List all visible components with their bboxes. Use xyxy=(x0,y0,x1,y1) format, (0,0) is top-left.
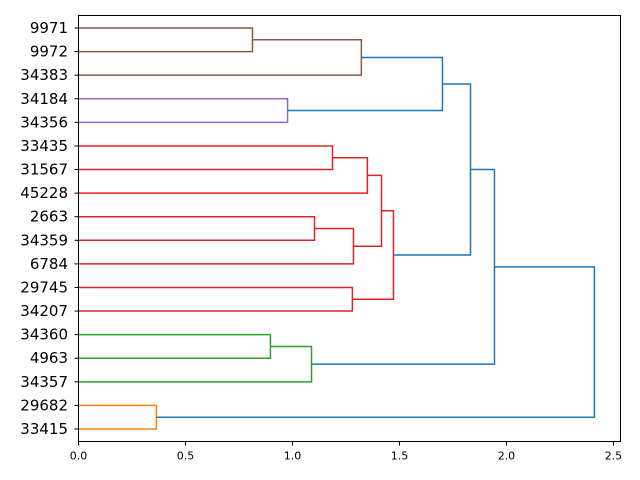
dendrogram-link xyxy=(78,333,272,359)
leaf-label: 31567 xyxy=(20,161,68,179)
dendrogram-link xyxy=(78,215,316,242)
leaf-label: 45228 xyxy=(20,184,68,202)
dendrogram-link xyxy=(78,286,354,312)
dendrogram-link xyxy=(78,345,313,383)
dendrogram-link xyxy=(78,227,355,265)
x-tick-label: 2.5 xyxy=(605,450,623,463)
leaf-label: 34383 xyxy=(20,66,68,84)
dendrogram-link xyxy=(78,98,289,124)
dendrogram-link xyxy=(311,168,496,365)
leaf-label: 6784 xyxy=(30,255,68,273)
dendrogram-link xyxy=(156,266,596,418)
leaf-label: 29745 xyxy=(20,278,68,296)
leaf-label: 33415 xyxy=(20,420,68,438)
leaf-label: 34184 xyxy=(20,90,68,108)
leaf-label: 4963 xyxy=(30,349,68,367)
x-tick-label: 1.5 xyxy=(391,450,409,463)
plot-frame xyxy=(78,15,621,442)
dendrogram-link xyxy=(353,174,383,247)
dendrogram-link xyxy=(287,56,444,112)
leaf-label: 2663 xyxy=(30,208,68,226)
x-tick-label: 2.0 xyxy=(498,450,516,463)
dendrogram-link xyxy=(78,156,369,194)
leaf-label: 9972 xyxy=(30,43,68,61)
dendrogram-link xyxy=(78,39,363,76)
dendrogram-link xyxy=(78,27,254,53)
dendrogram-links xyxy=(78,27,596,430)
dendrogram-link xyxy=(78,145,334,171)
leaf-label: 34207 xyxy=(20,302,68,320)
leaf-label: 34359 xyxy=(20,231,68,249)
leaf-label: 33435 xyxy=(20,137,68,155)
leaf-label: 29682 xyxy=(20,396,68,414)
leaf-label: 34356 xyxy=(20,113,68,131)
x-axis-ticks: 0.0 0.5 1.0 1.5 2.0 2.5 xyxy=(70,27,623,463)
x-tick-label: 0.5 xyxy=(177,450,195,463)
leaf-labels: 9971 9972 34383 34184 34356 33435 31567 45228 26… xyxy=(20,19,68,438)
x-tick-label: 1.0 xyxy=(284,450,302,463)
x-tick-label: 0.0 xyxy=(70,450,88,463)
dendrogram-link xyxy=(393,83,472,256)
dendrogram-link xyxy=(352,210,395,301)
dendrogram-link xyxy=(78,404,158,430)
leaf-label: 34357 xyxy=(20,373,68,391)
leaf-label: 9971 xyxy=(30,19,68,37)
leaf-label: 34360 xyxy=(20,326,68,344)
